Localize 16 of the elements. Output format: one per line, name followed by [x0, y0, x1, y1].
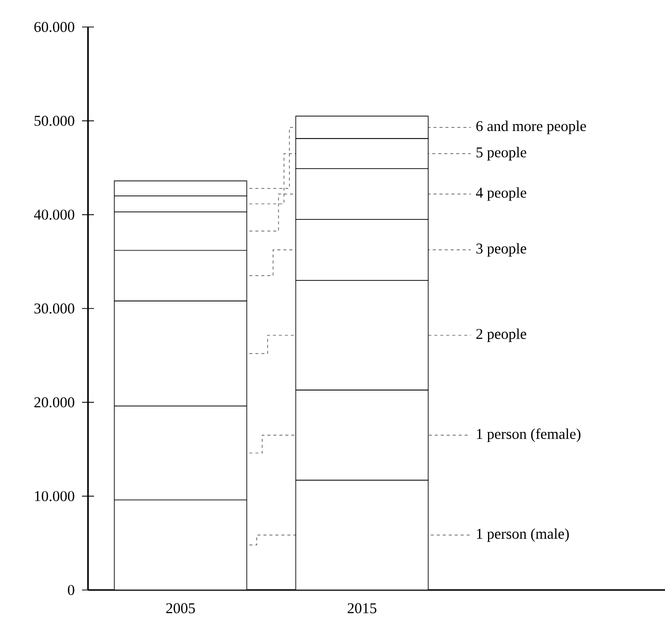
text: 6 and more people: [476, 120, 586, 134]
text: 4 people: [476, 187, 526, 201]
text: 2 people: [476, 328, 526, 342]
x-tick-label: 2015: [348, 603, 376, 614]
y-tick-label: 0: [68, 584, 74, 596]
y-tick-label: 10.000: [35, 491, 74, 502]
text: 5 people: [476, 146, 526, 160]
y-tick-label: 20.000: [34, 397, 74, 408]
x-tick-label: 2005: [166, 603, 195, 614]
y-tick-label: 50.000: [34, 116, 74, 126]
y-tick-label: 60.000: [34, 22, 74, 32]
y-tick-label: 40.000: [34, 210, 74, 220]
text: 1 person (male): [476, 528, 569, 542]
y-tick-label: 30.000: [34, 303, 74, 314]
text: 3 people: [476, 243, 526, 257]
text: 1 person (female): [476, 428, 580, 442]
